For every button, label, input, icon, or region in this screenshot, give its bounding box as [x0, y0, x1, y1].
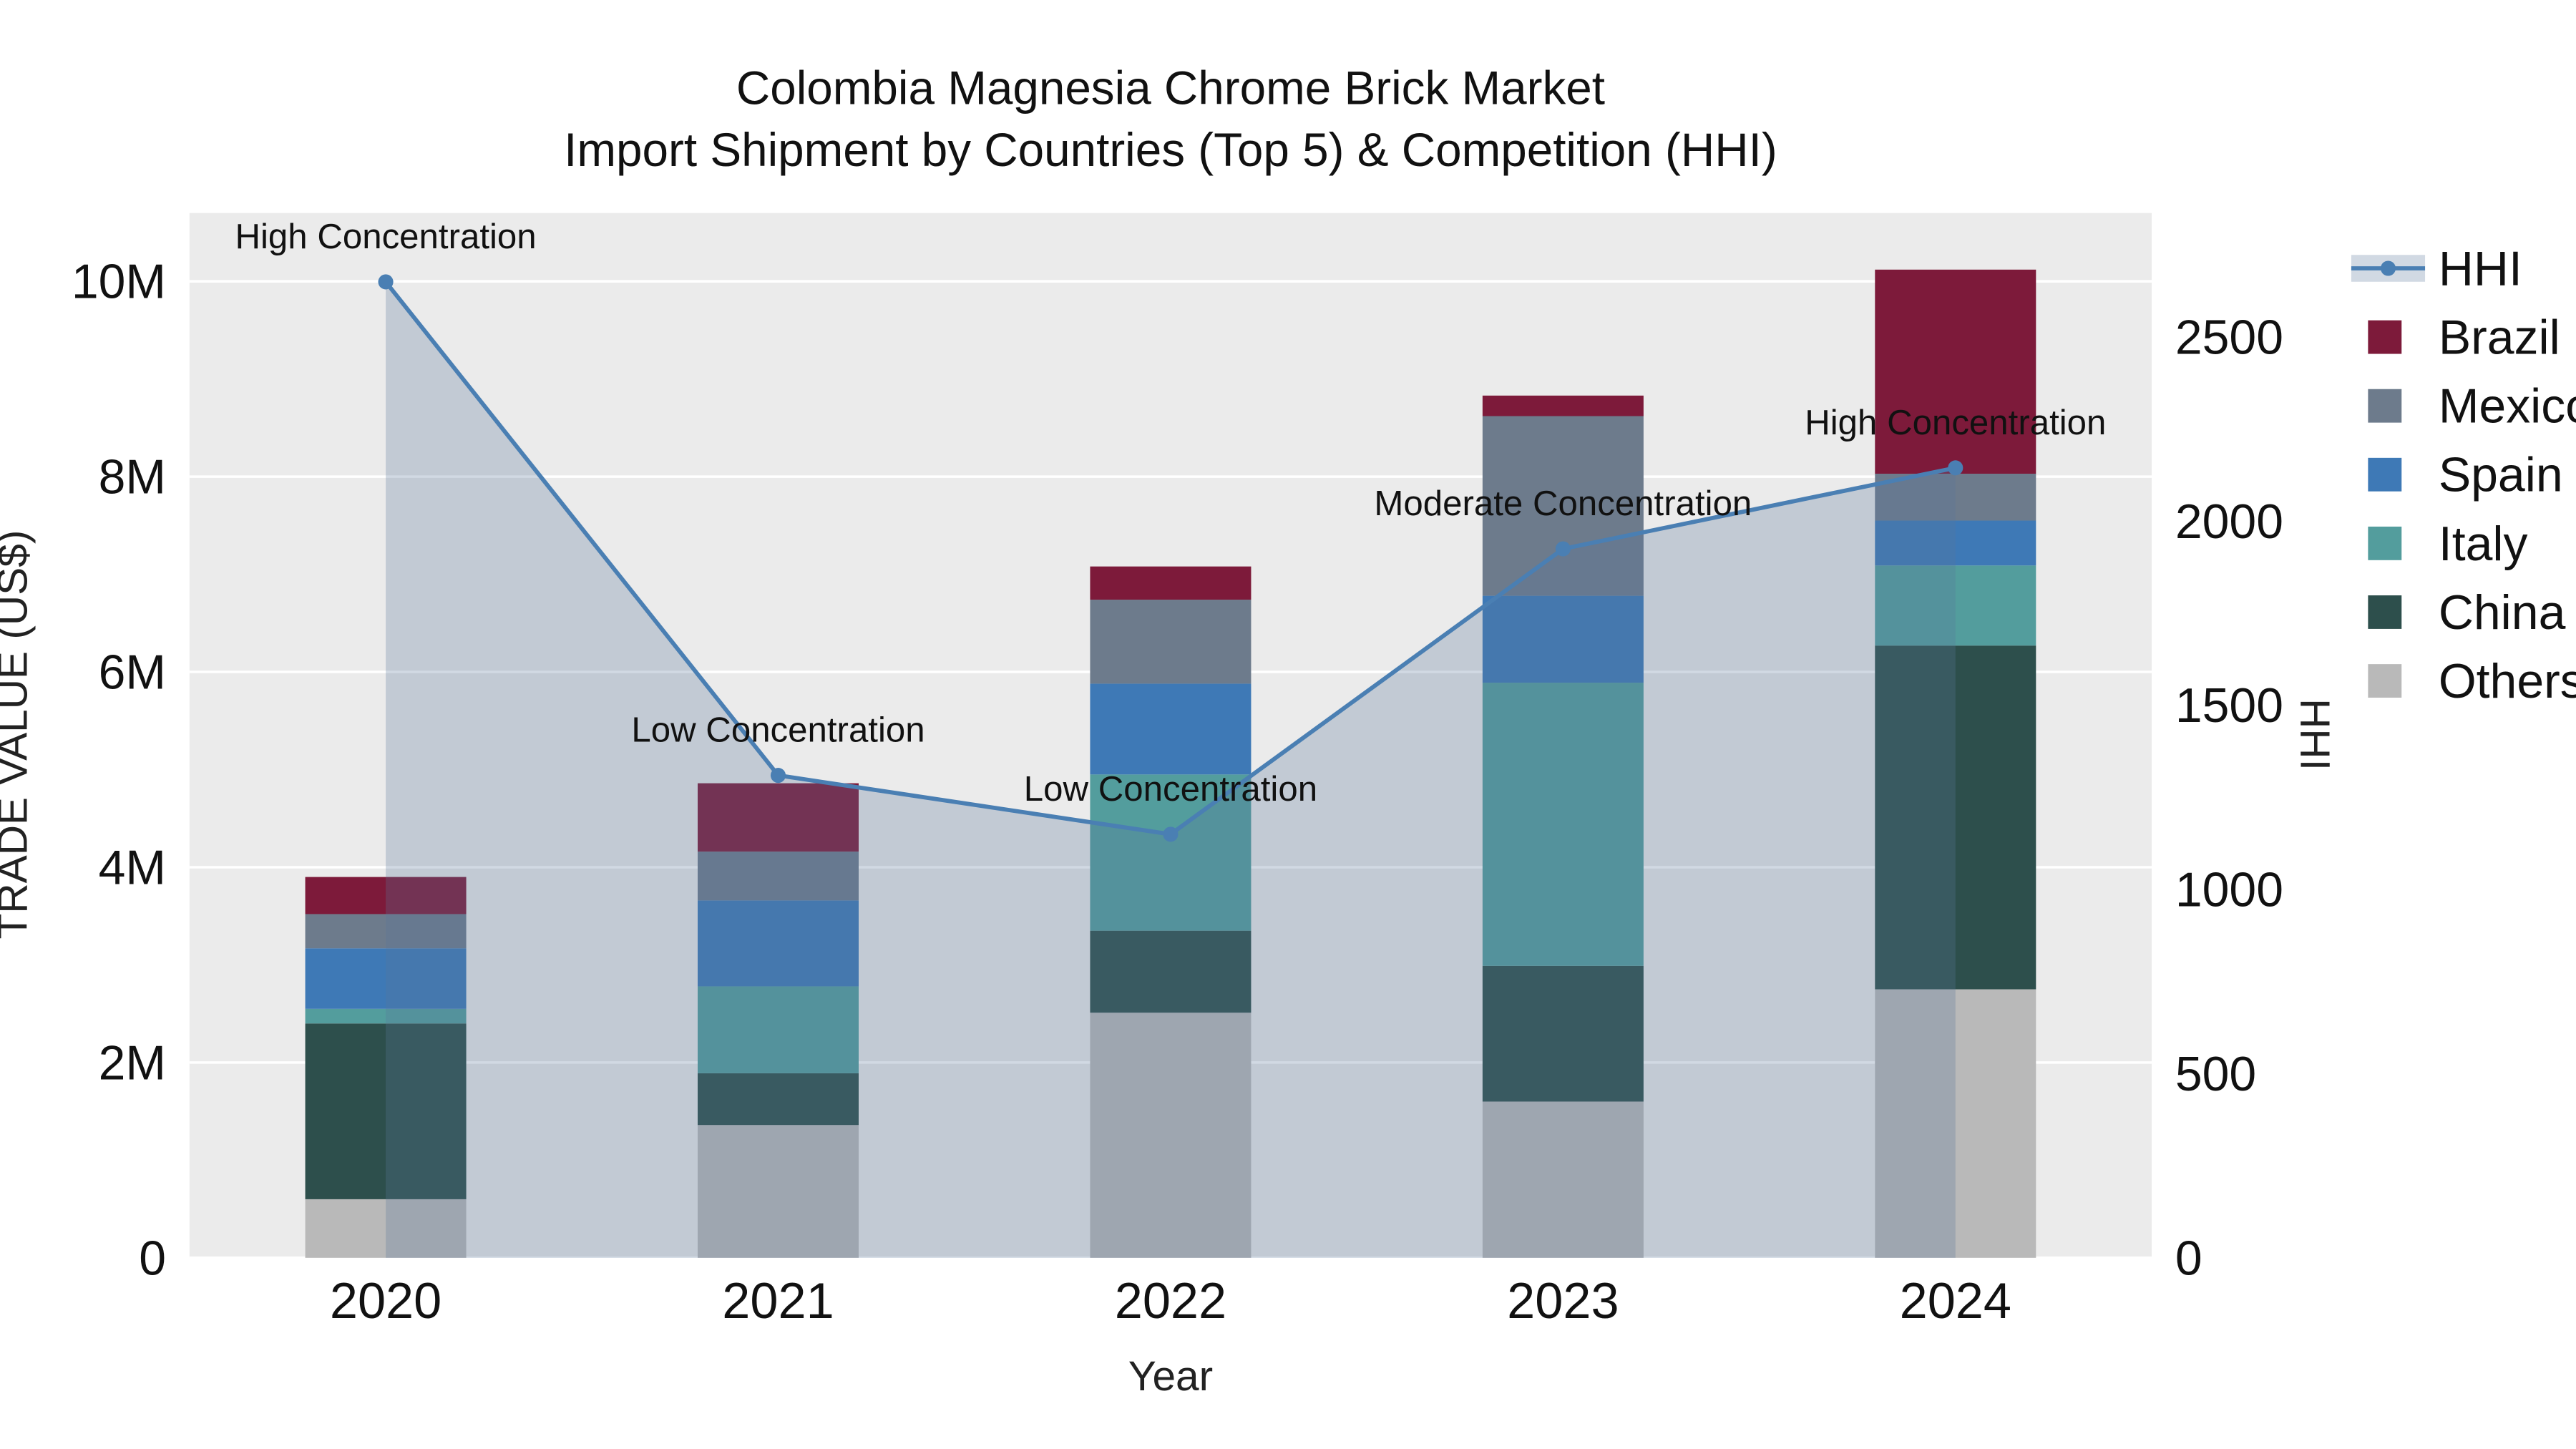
bar-segment-china-2023	[1482, 965, 1644, 1102]
bar-segment-brazil-2024	[1875, 269, 2036, 474]
y-right-tick-label: 1500	[2175, 678, 2283, 733]
bar-segment-spain-2021	[698, 900, 859, 987]
bar-segment-brazil-2020	[305, 877, 467, 914]
hhi-point-2020	[378, 274, 394, 290]
legend-item-label: Mexico	[2439, 379, 2576, 434]
y-right-tick-label: 1000	[2175, 863, 2283, 917]
legend-item-label: Italy	[2439, 517, 2528, 571]
legend-color-swatch	[2368, 664, 2402, 698]
bar-segment-italy-2021	[698, 986, 859, 1073]
hhi-point-2021	[770, 768, 786, 784]
bar-segment-spain-2023	[1482, 595, 1644, 683]
x-tick-label: 2020	[330, 1272, 441, 1329]
x-tick-label: 2024	[1900, 1272, 2011, 1329]
bar-segment-italy-2020	[305, 1008, 467, 1024]
chart-title-line1: Colombia Magnesia Chrome Brick Market	[736, 62, 1605, 114]
legend: HHI Brazil Mexico Spain Italy China Others	[2351, 241, 2576, 708]
hhi-point-2022	[1163, 826, 1179, 842]
bar-segment-others-2024	[1875, 989, 2036, 1258]
legend-item-label: China	[2439, 585, 2566, 640]
y-left-tick-label: 8M	[99, 450, 166, 504]
y-right-axis-title: HHI	[2292, 698, 2338, 771]
legend-item-spain[interactable]: Spain	[2368, 448, 2563, 502]
legend-color-swatch	[2368, 320, 2402, 354]
hhi-point-2023	[1555, 541, 1571, 557]
bar-segment-others-2023	[1482, 1101, 1644, 1258]
plot-area: 0 2M 4M 6M 8M 10M 0 500 1000 1500 2000 2500 2020 2021…	[72, 213, 2283, 1329]
bar-segment-others-2022	[1090, 1013, 1252, 1258]
y-left-tick-label: 0	[139, 1231, 166, 1285]
annotation-2023: Moderate Concentration	[1374, 484, 1752, 523]
legend-item-china[interactable]: China	[2368, 585, 2566, 640]
bar-segment-brazil-2022	[1090, 566, 1252, 600]
bar-segment-china-2021	[698, 1073, 859, 1126]
bar-segment-brazil-2023	[1482, 395, 1644, 416]
bar-segment-brazil-2021	[698, 783, 859, 852]
y-right-tick-label: 2000	[2175, 494, 2283, 549]
bar-segment-italy-2022	[1090, 774, 1252, 931]
legend-item-label: Spain	[2439, 448, 2563, 502]
bar-segment-mexico-2024	[1875, 474, 2036, 521]
y-left-tick-label: 4M	[99, 840, 166, 894]
x-tick-label: 2022	[1115, 1272, 1226, 1329]
y-right-tick-label: 2500	[2175, 311, 2283, 365]
annotation-2024: High Concentration	[1805, 403, 2106, 442]
y-left-tick-label: 6M	[99, 645, 166, 699]
legend-item-mexico[interactable]: Mexico	[2368, 379, 2576, 434]
legend-item-italy[interactable]: Italy	[2368, 517, 2527, 571]
annotation-2020: High Concentration	[235, 217, 536, 256]
legend-color-swatch	[2368, 457, 2402, 492]
bar-segment-spain-2020	[305, 948, 467, 1009]
legend-item-hhi[interactable]: HHI	[2351, 241, 2522, 296]
chart-title-line2: Import Shipment by Countries (Top 5) & C…	[564, 124, 1777, 176]
legend-color-swatch	[2368, 595, 2402, 629]
legend-color-swatch	[2368, 526, 2402, 560]
legend-hhi-marker	[2380, 260, 2396, 276]
y-left-axis-title: TRADE VALUE (US$)	[0, 530, 36, 940]
bar-segment-mexico-2022	[1090, 600, 1252, 684]
legend-item-label: Brazil	[2439, 311, 2560, 365]
annotation-2021: Low Concentration	[631, 711, 924, 750]
legend-color-swatch	[2368, 389, 2402, 423]
bar-segment-china-2024	[1875, 645, 2036, 990]
legend-item-label: Others	[2439, 654, 2576, 708]
bar-segment-others-2020	[305, 1199, 467, 1258]
bar-segment-mexico-2020	[305, 914, 467, 949]
bar-segment-italy-2024	[1875, 565, 2036, 646]
legend-item-brazil[interactable]: Brazil	[2368, 311, 2560, 365]
y-left-tick-label: 2M	[99, 1035, 166, 1090]
x-tick-label: 2021	[722, 1272, 834, 1329]
annotation-2022: Low Concentration	[1024, 769, 1317, 809]
bar-segment-italy-2023	[1482, 683, 1644, 966]
bar-segment-mexico-2021	[698, 852, 859, 901]
y-right-tick-label: 0	[2175, 1231, 2202, 1285]
bar-segment-china-2022	[1090, 930, 1252, 1013]
hhi-area	[386, 281, 1956, 1258]
y-right-tick-label: 500	[2175, 1047, 2256, 1101]
x-tick-label: 2023	[1507, 1272, 1619, 1329]
bar-segment-others-2021	[698, 1125, 859, 1258]
bar-segment-mexico-2023	[1482, 416, 1644, 596]
y-left-tick-label: 10M	[72, 255, 166, 309]
legend-item-others[interactable]: Others	[2368, 654, 2576, 708]
x-axis-title: Year	[1128, 1353, 1213, 1400]
hhi-point-2024	[1948, 460, 1963, 476]
bar-segment-china-2020	[305, 1023, 467, 1199]
legend-item-label: HHI	[2439, 241, 2522, 296]
bar-segment-spain-2022	[1090, 683, 1252, 775]
bar-segment-spain-2024	[1875, 520, 2036, 566]
